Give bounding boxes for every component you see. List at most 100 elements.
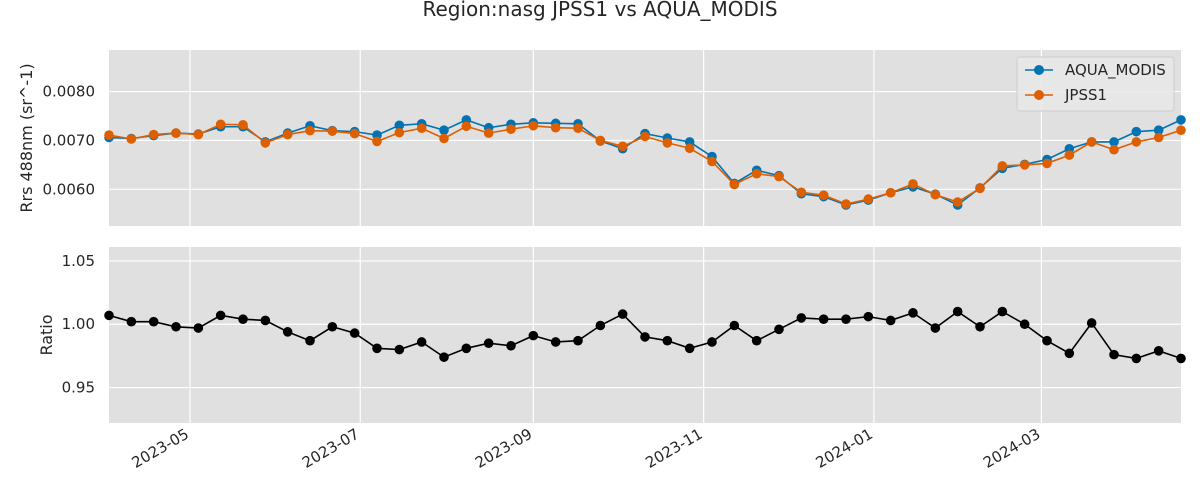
- data-point-jpss1: [1109, 144, 1119, 155]
- data-point-ratio: [930, 323, 941, 333]
- ratio-y-axis-label: Ratio: [37, 314, 56, 355]
- data-point-jpss1: [104, 130, 114, 140]
- legend-label-jpss1: JPSS1: [1064, 86, 1107, 104]
- data-point-ratio: [104, 310, 114, 321]
- ratio-y-ticks: 0.95 1.00 1.05: [62, 252, 95, 397]
- data-point-ratio: [1109, 349, 1119, 360]
- data-point-aqua-modis: [394, 120, 405, 131]
- data-point-ratio: [282, 327, 293, 337]
- x-tick-label: 2023-11: [642, 425, 705, 472]
- data-point-ratio: [796, 313, 807, 323]
- data-point-ratio: [1019, 319, 1030, 330]
- data-point-jpss1: [707, 156, 717, 167]
- data-point-jpss1: [863, 194, 874, 204]
- legend-marker-jpss1: [1034, 90, 1044, 100]
- data-point-ratio: [126, 316, 137, 327]
- data-point-aqua-modis: [1109, 137, 1119, 147]
- legend-label-aqua-modis: AQUA_MODIS: [1065, 61, 1166, 80]
- data-point-jpss1: [550, 122, 561, 133]
- data-point-jpss1: [818, 190, 829, 200]
- data-point-ratio: [1042, 335, 1052, 346]
- data-point-ratio: [818, 314, 829, 324]
- data-point-jpss1: [1153, 132, 1164, 143]
- data-point-ratio: [841, 314, 851, 324]
- data-point-ratio: [684, 343, 695, 354]
- data-point-jpss1: [171, 128, 181, 138]
- data-point-jpss1: [215, 119, 226, 130]
- rrs-series: [104, 115, 1186, 210]
- rrs-panel: 0.0060 0.0070 0.0080 Rrs 488nm (sr^-1) AQU…: [17, 50, 1186, 226]
- data-point-jpss1: [640, 131, 650, 142]
- y-tick-label: 1.05: [62, 252, 95, 270]
- data-point-ratio: [908, 308, 918, 318]
- data-point-ratio: [662, 335, 673, 346]
- y-tick-label: 1.00: [62, 315, 95, 333]
- data-point-ratio: [617, 309, 628, 319]
- x-tick-label: 2024-01: [813, 425, 876, 472]
- data-point-ratio: [260, 315, 271, 326]
- data-point-jpss1: [148, 129, 159, 140]
- data-point-ratio: [952, 306, 963, 317]
- data-point-ratio: [729, 320, 740, 331]
- y-tick-label: 0.0060: [43, 180, 96, 198]
- data-point-jpss1: [908, 179, 918, 189]
- data-point-jpss1: [841, 199, 851, 209]
- data-point-jpss1: [595, 135, 606, 146]
- data-point-jpss1: [885, 187, 896, 198]
- data-point-aqua-modis: [1176, 115, 1186, 125]
- data-point-ratio: [997, 306, 1008, 317]
- rrs-grid: [109, 50, 1181, 226]
- data-point-jpss1: [975, 183, 985, 194]
- data-point-ratio: [1086, 318, 1097, 328]
- data-point-jpss1: [796, 187, 807, 198]
- data-point-jpss1: [483, 128, 494, 138]
- x-tick-label: 2023-07: [299, 425, 362, 472]
- data-point-ratio: [774, 324, 784, 335]
- data-point-jpss1: [662, 138, 673, 148]
- data-point-ratio: [506, 340, 516, 351]
- data-point-jpss1: [1176, 125, 1186, 135]
- data-point-ratio: [640, 332, 650, 342]
- data-point-ratio: [1153, 346, 1164, 356]
- x-tick-label: 2023-05: [129, 425, 192, 472]
- data-point-ratio: [863, 311, 874, 322]
- data-point-jpss1: [372, 136, 382, 147]
- data-point-ratio: [305, 335, 315, 346]
- data-point-ratio: [595, 320, 606, 331]
- data-point-jpss1: [305, 125, 315, 136]
- data-point-jpss1: [930, 189, 941, 200]
- data-point-ratio: [975, 321, 985, 332]
- ratio-grid: [109, 247, 1181, 423]
- data-point-ratio: [573, 335, 583, 346]
- data-point-ratio: [1064, 348, 1075, 359]
- data-point-ratio: [751, 335, 762, 346]
- ratio-series: [104, 306, 1186, 364]
- data-point-jpss1: [260, 138, 271, 148]
- data-point-jpss1: [461, 121, 472, 132]
- data-point-ratio: [215, 310, 226, 321]
- data-point-jpss1: [1019, 160, 1030, 170]
- data-point-jpss1: [349, 128, 360, 139]
- data-point-jpss1: [416, 123, 427, 134]
- data-point-jpss1: [729, 179, 740, 190]
- data-point-ratio: [528, 330, 539, 341]
- rrs-y-ticks: 0.0060 0.0070 0.0080: [43, 83, 96, 199]
- legend: AQUA_MODIS JPSS1: [1016, 56, 1175, 112]
- data-point-jpss1: [684, 143, 695, 154]
- data-point-ratio: [461, 343, 472, 354]
- data-point-jpss1: [1064, 150, 1075, 160]
- data-point-ratio: [416, 337, 427, 347]
- data-point-jpss1: [327, 126, 338, 136]
- legend-marker-aqua-modis: [1034, 65, 1044, 75]
- data-point-ratio: [148, 316, 159, 327]
- chart-title: Region:nasg JPSS1 vs AQUA_MODIS: [422, 0, 777, 21]
- data-point-jpss1: [573, 123, 583, 134]
- rrs-y-axis-label: Rrs 488nm (sr^-1): [17, 63, 36, 212]
- data-point-jpss1: [238, 120, 248, 130]
- data-point-jpss1: [528, 120, 539, 131]
- x-tick-label: 2024-03: [980, 425, 1043, 472]
- data-point-ratio: [1176, 353, 1186, 364]
- data-point-ratio: [707, 337, 717, 347]
- data-point-jpss1: [506, 124, 516, 134]
- data-point-jpss1: [952, 197, 963, 207]
